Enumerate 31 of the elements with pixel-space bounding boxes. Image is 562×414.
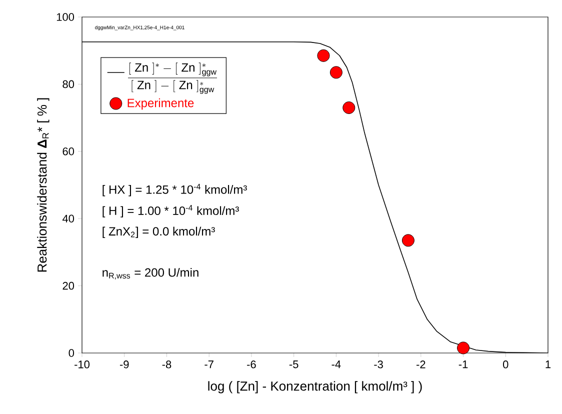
- annotation: n$_{R,wss}$ = 200 U/min: [102, 268, 198, 280]
- x-axis-title: log ( [Zn] - Konzentration [ kmol/m³ ] ): [208, 381, 422, 394]
- x-tick-label: -5: [289, 360, 298, 368]
- y-tick-label: 20: [62, 282, 74, 290]
- y-tick-label: 0: [68, 349, 74, 357]
- point: [317, 49, 330, 62]
- y-tick-label: 60: [62, 148, 74, 156]
- x-tick-label: -1: [458, 360, 468, 368]
- point: [402, 234, 414, 247]
- legend-label: $\frac{[\ \mathrm{Zn}\ ]^{*} - [\ \mathrm{Zn}\ ]^{*}_{\mathrm{ggw}}}{[\ \mathrm{Zn}\ ] - [\ \mathrm{Zn}\ ]^{*}_{\mathrm{ggw}}}$: [128, 62, 217, 94]
- point: [330, 66, 342, 79]
- x-tick-label: -8: [162, 360, 172, 368]
- x-tick-label: -7: [204, 360, 214, 368]
- annotation: [ ZnX$_{2}$] = 0.0 kmol/m³: [102, 226, 215, 238]
- point: [457, 342, 470, 354]
- x-tick-label: 1: [546, 360, 551, 368]
- y-tick-label: 40: [62, 214, 74, 222]
- x-tick-label: -3: [374, 360, 383, 368]
- x-tick-label: 0: [503, 360, 508, 368]
- x-tick-label: -6: [247, 360, 256, 368]
- x-tick-label: -4: [332, 360, 341, 368]
- x-tick-label: -2: [416, 360, 426, 368]
- x-tick-label: -10: [74, 360, 90, 368]
- annotation: [ HX ] = 1.25 * 10$^{-4}$ kmol/m³: [102, 184, 247, 196]
- point: [342, 101, 356, 114]
- y-tick-label: 80: [62, 80, 74, 88]
- annotation: [ H ] = 1.00 * 10$^{-4}$ kmol/m³: [102, 205, 239, 218]
- y-tick-label: 100: [56, 13, 74, 21]
- y-axis-title: Reaktionswiderstand Δ$_{R}$* [ % ]: [37, 98, 50, 272]
- legend-label: Experimente: [128, 98, 194, 110]
- x-tick-label: -9: [120, 360, 129, 368]
